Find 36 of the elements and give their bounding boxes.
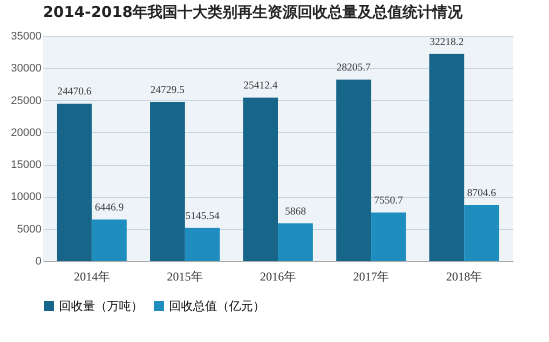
y-tick-label: 15000 (10, 159, 42, 172)
bar (184, 228, 220, 261)
bar (243, 98, 278, 261)
bar (336, 80, 372, 261)
data-label: 8704.6 (467, 188, 496, 200)
legend-label: 回收总值（亿元） (169, 299, 265, 313)
data-label: 5868 (284, 206, 306, 218)
bar (464, 205, 500, 261)
y-tick-label: 25000 (10, 94, 42, 107)
data-label: 6446.9 (94, 202, 124, 214)
data-label: 24729.5 (150, 85, 185, 96)
y-tick-label: 5000 (17, 223, 42, 236)
x-tick-label: 2016年 (260, 270, 296, 284)
y-tick-label: 10000 (10, 191, 42, 204)
x-tick-label: 2015年 (166, 270, 203, 284)
bar (429, 54, 464, 261)
y-tick-label: 0 (35, 256, 42, 268)
x-tick-label: 2018年 (446, 270, 482, 284)
bar (150, 102, 185, 261)
bar (278, 223, 313, 261)
y-tick-label: 35000 (10, 30, 42, 42)
legend-label: 回收量（万吨） (59, 299, 143, 313)
y-tick-label: 30000 (10, 62, 42, 75)
bar (92, 220, 127, 261)
data-label: 28205.7 (336, 62, 371, 74)
bar (56, 104, 92, 261)
data-label: 7550.7 (374, 195, 403, 206)
data-label: 24470.6 (57, 86, 92, 98)
bar (371, 212, 406, 261)
data-label: 32218.2 (430, 36, 464, 48)
data-label: 5145.54 (185, 210, 220, 222)
x-tick-label: 2014年 (74, 270, 110, 284)
data-label: 25412.4 (243, 80, 278, 92)
y-tick-label: 20000 (10, 126, 42, 139)
x-tick-label: 2017年 (353, 270, 390, 284)
chart-title: 2014-2018年我国十大类别再生资源回收总量及总值统计情况 (43, 3, 464, 21)
